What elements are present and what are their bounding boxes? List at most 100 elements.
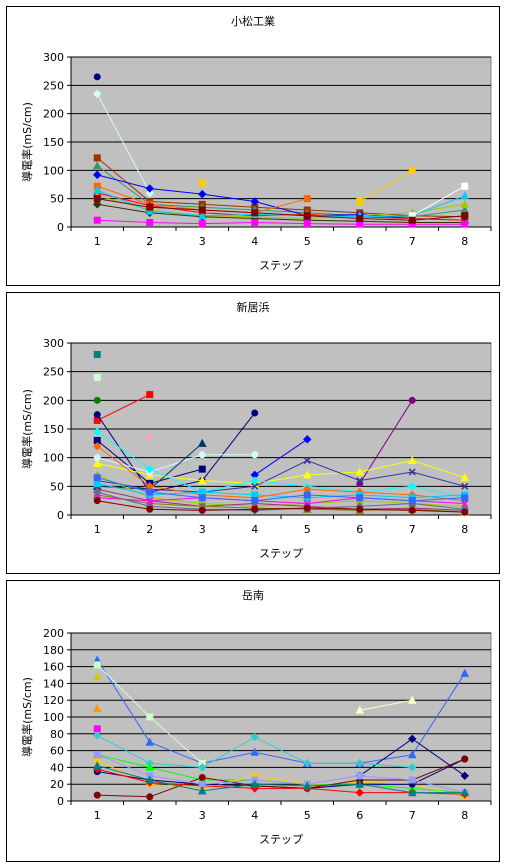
data-point (146, 203, 154, 211)
chart-niihama: 新居浜 0 50 100 150 200 250 300 1 2 3 4 5 6 7 8 ステップ 導電率(mS/… (20, 300, 492, 560)
series-line (96, 445, 465, 502)
data-point (197, 476, 207, 485)
series-line (97, 491, 465, 511)
data-point (197, 211, 207, 220)
chart-gakunan: 岳南 0 20 40 60 80 100 120 140 160 180 200 1 2 3 4 5 6 7 8 ステッ… (20, 589, 492, 846)
data-point (302, 470, 312, 479)
x-tick-label: 2 (146, 235, 153, 248)
x-tick-label: 8 (461, 235, 468, 248)
y-tick-label: 50 (50, 193, 64, 206)
data-point (461, 182, 469, 190)
data-point (251, 491, 259, 499)
series-line (97, 500, 465, 513)
y-tick-label: 300 (43, 337, 64, 350)
data-point (93, 216, 101, 224)
x-tick-label: 1 (94, 235, 101, 248)
data-point (145, 206, 155, 215)
y-tick-label: 50 (50, 480, 64, 493)
data-point (93, 73, 101, 81)
data-point (461, 494, 469, 502)
data-point (408, 468, 416, 476)
y-tick-label: 100 (43, 164, 64, 177)
series-line (97, 394, 151, 421)
chart-panel-niihama: 新居浜 0 50 100 150 200 250 300 1 2 3 4 5 6 7 8 ステップ 導電率(mS/… (6, 292, 500, 574)
x-tick-label: 7 (409, 523, 416, 536)
series-6 (93, 725, 101, 733)
data-point (198, 465, 206, 473)
y-tick-label: 200 (43, 108, 64, 121)
data-point (303, 491, 311, 499)
series-line (97, 189, 465, 218)
series-line (97, 431, 465, 499)
data-point (303, 195, 311, 203)
y-tick-label: 150 (43, 423, 64, 436)
data-point (460, 191, 470, 200)
data-point (146, 488, 154, 496)
data-point (251, 218, 259, 226)
series-line (97, 219, 465, 225)
data-point (355, 467, 365, 476)
x-tick-label: 3 (199, 809, 206, 822)
series-line (96, 93, 151, 194)
data-point (460, 788, 470, 797)
chart-komatsu: 小松工業 0 50 100 150 200 250 300 1 2 3 4 5 6 7 8 ステップ 導電率(mS… (20, 14, 492, 272)
data-point (251, 505, 259, 513)
y-tick-label: 160 (43, 661, 64, 674)
data-point (92, 185, 102, 194)
data-point (145, 433, 154, 442)
x-tick-label: 7 (409, 809, 416, 822)
y-tick-label: 0 (57, 795, 64, 808)
y-tick-label: 200 (43, 394, 64, 407)
data-point (93, 725, 101, 733)
data-point (356, 215, 364, 222)
series-4 (92, 704, 102, 713)
data-point (303, 457, 311, 465)
data-point (407, 695, 417, 704)
chart-title: 新居浜 (237, 300, 270, 314)
data-point (198, 189, 207, 199)
chart-panel-komatsu: 小松工業 0 50 100 150 200 250 300 1 2 3 4 5 6 7 8 ステップ 導電率(mS… (6, 6, 500, 286)
data-point (198, 780, 206, 788)
data-point (93, 454, 101, 462)
data-point (460, 771, 469, 781)
y-tick-label: 80 (50, 728, 64, 741)
series-8 (250, 435, 312, 480)
data-point (93, 474, 101, 482)
data-point (146, 713, 154, 721)
data-point (355, 788, 364, 797)
data-point (408, 763, 417, 772)
series-line (412, 185, 466, 217)
series-2 (93, 396, 101, 404)
series-13 (93, 195, 469, 224)
x-tick-label: 4 (251, 523, 258, 536)
y-axis-label: 導電率(mS/cm) (20, 102, 34, 182)
data-point (146, 391, 154, 399)
data-point (146, 793, 154, 801)
data-point (92, 161, 102, 170)
data-point (356, 477, 364, 485)
data-point (93, 661, 101, 669)
data-point (93, 487, 102, 497)
data-point (460, 199, 470, 208)
series-1 (93, 373, 101, 381)
data-point (303, 220, 311, 228)
data-point (93, 373, 101, 381)
data-point (461, 220, 469, 228)
x-tick-label: 7 (409, 235, 416, 248)
series-6 (198, 166, 416, 205)
data-point (197, 438, 207, 447)
data-point (198, 179, 206, 187)
data-point (92, 704, 102, 713)
series-10 (93, 216, 469, 228)
x-tick-label: 6 (356, 235, 363, 248)
data-point (250, 732, 259, 742)
data-point (303, 504, 311, 512)
x-tick-label: 4 (251, 235, 258, 248)
data-point (251, 209, 259, 217)
data-point (461, 500, 469, 508)
x-axis-label: ステップ (259, 833, 303, 846)
data-point (93, 441, 102, 451)
data-point (93, 195, 101, 203)
y-tick-label: 100 (43, 711, 64, 724)
data-point (408, 497, 416, 505)
